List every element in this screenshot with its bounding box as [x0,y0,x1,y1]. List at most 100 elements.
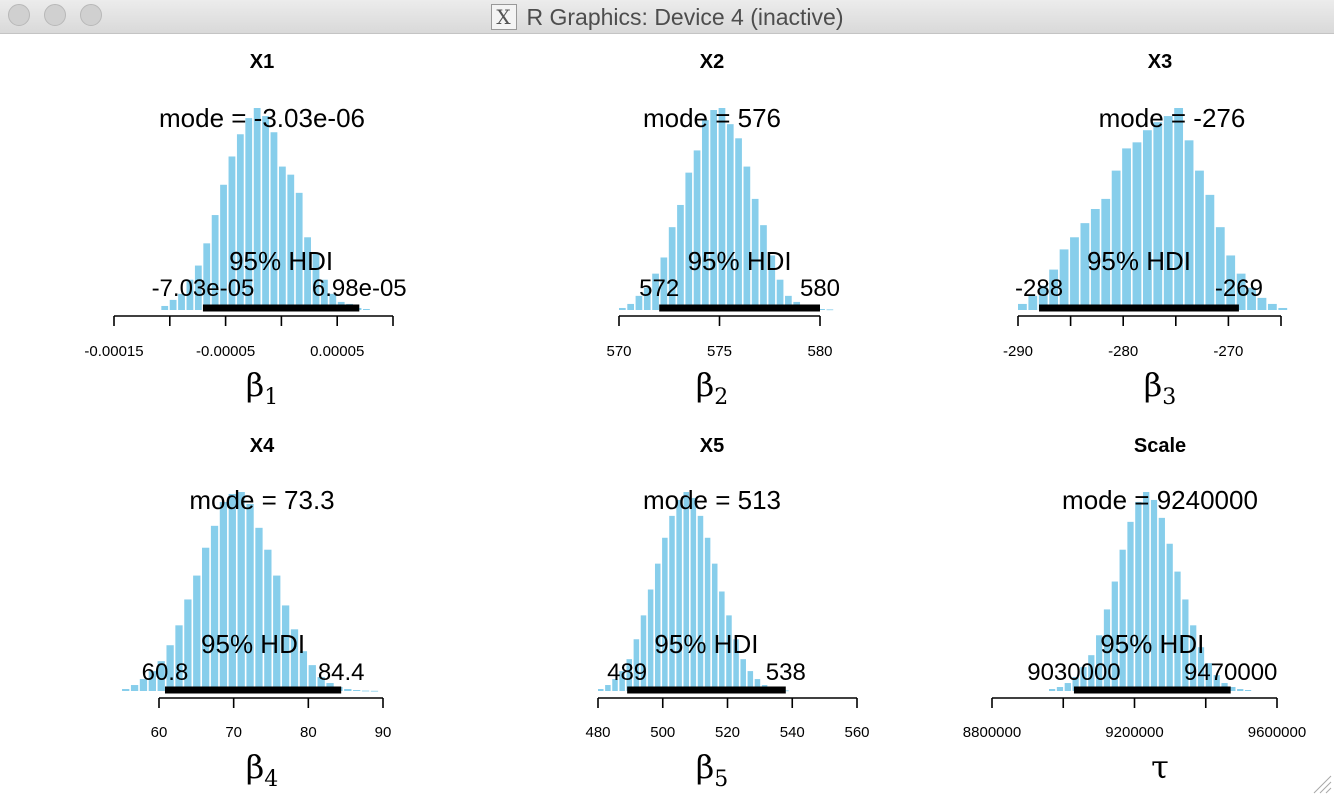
histogram-bar [1049,689,1056,691]
histogram-bar [683,492,689,691]
histogram-bar [1143,492,1150,691]
mode-label: mode = 9240000 [1062,485,1258,515]
hdi-label: 95% HDI [1087,246,1191,276]
histogram-bar [818,308,825,310]
histogram-bar [211,215,219,310]
x-tick-label: 500 [650,724,675,741]
hdi-label: 95% HDI [229,246,333,276]
histogram-bar [287,174,295,310]
histogram-bar [726,124,734,310]
mode-label: mode = 576 [643,103,781,133]
x-axis-label-subscript: 2 [714,385,728,410]
histogram-bar [1049,269,1059,310]
histogram-bar [677,204,684,310]
x-tick-label: 80 [300,724,317,741]
panel-title: X1 [250,51,274,73]
hdi-low-label: 9030000 [1027,659,1120,686]
histogram-bar [264,549,272,691]
x11-icon: X [490,4,517,30]
histogram-bar [1236,273,1246,310]
histogram-bar [619,671,625,691]
histogram-bar [1111,581,1118,691]
mode-label: mode = 513 [643,485,781,515]
histogram-bar [363,308,370,310]
histogram-bar [751,198,759,310]
histogram-bar [605,685,611,691]
histogram-bar [1158,517,1165,691]
histogram-bar [1229,687,1236,691]
histogram-bar [826,309,834,311]
histogram-bar [702,120,709,311]
hdi-high-label: 538 [766,659,806,686]
histogram-bar [175,625,183,691]
x-tick-label: 9200000 [1105,724,1163,741]
histogram-bar [202,547,210,691]
histogram-bar [178,293,185,310]
histogram-bar [598,689,604,691]
histogram-bar [718,108,726,310]
x-tick-label: 575 [707,343,732,360]
panel-title: X3 [1148,51,1172,73]
hdi-low-label: 60.8 [142,659,189,686]
hdi-label: 95% HDI [201,629,305,659]
histogram-bar [262,116,269,310]
histogram-bar [122,689,130,691]
x-axis-label-subscript: 4 [264,767,278,792]
histogram-bar [633,639,640,691]
histogram-bar [1103,609,1111,691]
histogram-bar [130,685,139,691]
resize-grip-icon[interactable] [1310,772,1332,794]
histogram-bar [619,307,626,310]
histogram-bar [1070,237,1079,310]
mode-label: mode = 73.3 [189,485,334,515]
posterior-histograms: -0.00015 -0.00005 0.00005 X1 mode = -3.03e-0… [84,51,1306,792]
histogram-bar [194,265,202,310]
histogram-panel-2: 570 575 580 X2 mode = 576 95% HDI 572 580 β2 [606,51,840,410]
plot-area: -0.00015 -0.00005 0.00005 X1 mode = -3.03e-0… [0,34,1334,796]
x-tick-label: -270 [1213,343,1243,360]
histogram-bar [635,295,643,310]
x-axis-label: τ [1151,748,1169,786]
histogram-panel-5: 480 500 520 540 560 X5 mode = 513 95% HDI 489 538… [585,435,869,792]
histogram-bar [273,575,281,691]
x-axis-label: β4 [246,748,279,792]
histogram-bar [685,172,693,310]
histogram-bar [783,690,789,692]
histogram-bar [312,253,320,310]
panel-title: X5 [700,435,724,457]
histogram-bar [304,237,311,310]
histogram-bar [711,563,718,691]
x-tick-label: -0.00005 [196,343,255,360]
histogram-bar [245,118,253,310]
histogram-bar [329,293,337,310]
close-window-button[interactable] [8,4,30,26]
histogram-bar [660,257,668,310]
histogram-bar [320,279,328,310]
histogram-bar [1182,599,1189,691]
histogram-bar [754,679,761,691]
x-tick-label: 540 [780,724,805,741]
histogram-bar [278,166,286,310]
histogram-bar [1142,130,1152,310]
hdi-label: 95% HDI [654,629,758,659]
histogram-bar [1064,683,1071,691]
histogram-bar [270,132,278,310]
x-tick-label: -280 [1108,343,1138,360]
histogram-bar [735,138,742,310]
histogram-bar [1132,142,1142,310]
histogram-bar [719,591,725,691]
hdi-low-label: -7.03e-05 [152,275,255,302]
histogram-bar [1101,198,1111,310]
histogram-bar [1018,303,1027,310]
zoom-window-button[interactable] [80,4,102,26]
minimize-window-button[interactable] [44,4,66,26]
hdi-high-label: 580 [800,275,840,302]
histogram-bar [747,671,754,691]
histogram-bar [626,659,633,691]
x-tick-label: 580 [807,343,832,360]
histogram-bar [1111,170,1121,310]
histogram-bar [290,629,299,691]
panel-title: X2 [700,51,724,73]
histogram-bar [1215,227,1225,310]
x-axis-label-symbol: β [1144,366,1163,404]
